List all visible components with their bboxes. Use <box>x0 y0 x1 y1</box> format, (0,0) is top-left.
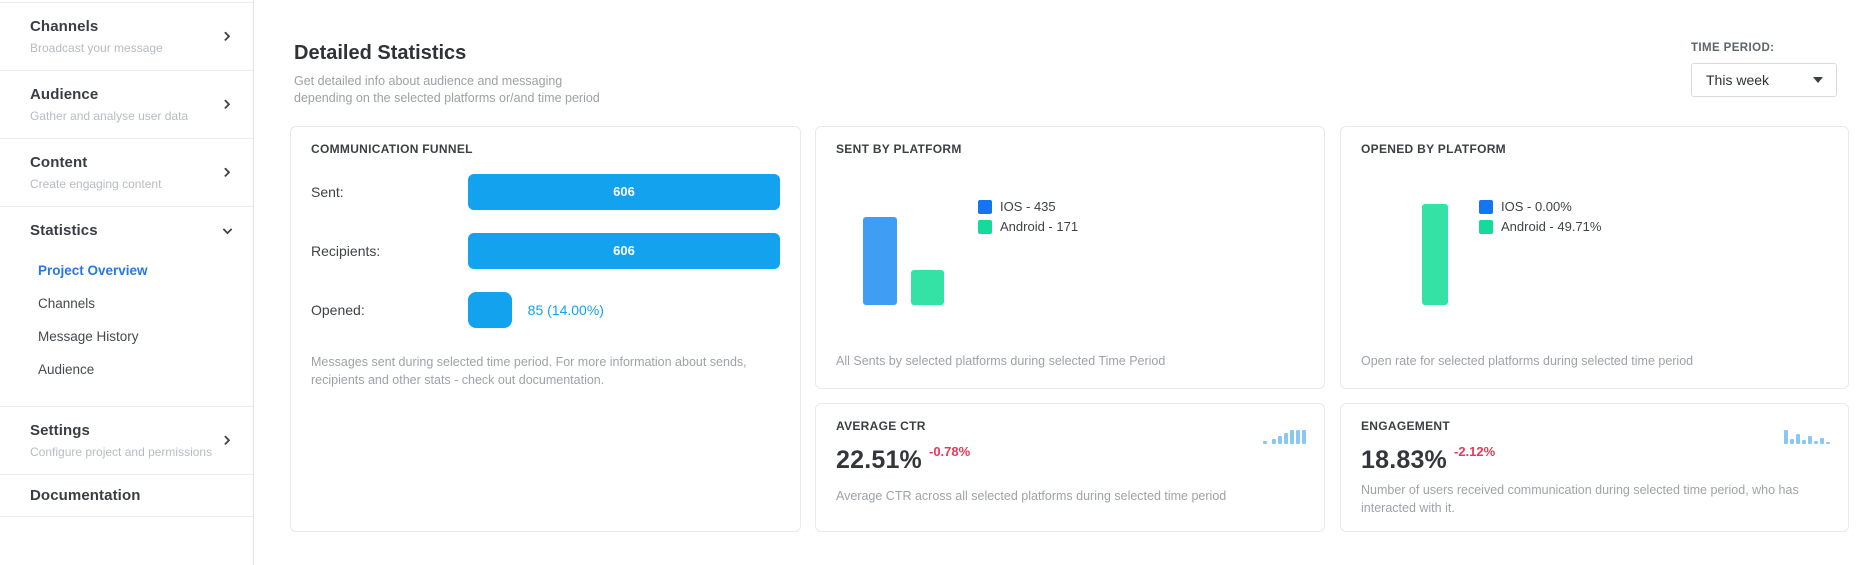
card-footer-text: Open rate for selected platforms during … <box>1361 354 1694 368</box>
sidebar-item-audience[interactable]: Audience Gather and analyse user data <box>0 71 253 139</box>
communication-funnel-card: COMMUNICATION FUNNEL Sent: 606 Recipient… <box>290 126 801 532</box>
time-period-select[interactable]: This week <box>1691 63 1837 97</box>
card-title: OPENED BY PLATFORM <box>1361 142 1506 156</box>
funnel-bar-track: 85 (14.00%) <box>467 292 780 328</box>
sidebar-item-subtitle: Broadcast your message <box>30 41 163 55</box>
kpi-delta: -2.12% <box>1454 444 1496 459</box>
sidebar-item-statistics-audience[interactable]: Audience <box>38 362 95 377</box>
sidebar-item-title: Documentation <box>30 487 141 504</box>
sidebar-section-statistics[interactable]: Statistics Project Overview Channels Mes… <box>0 207 253 407</box>
bar-android <box>911 270 944 305</box>
card-footer-text: Messages sent during selected time perio… <box>311 353 780 389</box>
sent-by-platform-chart: IOS - 435 Android - 171 <box>836 167 1304 305</box>
legend-label: IOS - 435 <box>1000 199 1056 214</box>
legend-swatch-green-icon <box>978 219 992 234</box>
legend-label: IOS - 0.00% <box>1501 199 1572 214</box>
kpi-value: 22.51% <box>836 446 922 474</box>
funnel-row-recipients: Recipients: 606 <box>311 233 780 269</box>
average-ctr-card: AVERAGE CTR 22.51% -0.78% Average CTR ac… <box>815 403 1325 532</box>
funnel-bar-track: 606 <box>467 174 780 210</box>
time-period-value: This week <box>1706 72 1770 88</box>
funnel-row-label: Recipients: <box>311 243 381 259</box>
kpi-delta: -0.78% <box>929 444 971 459</box>
card-title: ENGAGEMENT <box>1361 419 1451 433</box>
sidebar: Channels Broadcast your message Audience… <box>0 0 254 565</box>
legend-swatch-blue-icon <box>978 199 992 214</box>
sidebar-item-message-history[interactable]: Message History <box>38 329 139 344</box>
mini-bar-chart-ascending-icon <box>1261 428 1306 444</box>
chart-legend: IOS - 435 Android - 171 <box>978 199 1078 239</box>
page-subtitle-line2: depending on the selected platforms or/a… <box>294 91 600 105</box>
card-footer-text: Average CTR across all selected platform… <box>836 489 1227 503</box>
footer-line2: recipients and other stats - check out d… <box>311 373 605 387</box>
sidebar-item-statistics-channels[interactable]: Channels <box>38 296 96 311</box>
page-title: Detailed Statistics <box>294 42 467 64</box>
sidebar-top-divider <box>0 0 253 3</box>
funnel-bar-recipients: 606 <box>467 233 780 269</box>
sidebar-item-title: Channels <box>30 18 99 35</box>
sidebar-item-subtitle: Configure project and permissions <box>30 445 213 459</box>
funnel-opened-value: 85 (14.00%) <box>527 302 604 318</box>
sidebar-item-subtitle: Gather and analyse user data <box>30 109 189 123</box>
page-subtitle-line1: Get detailed info about audience and mes… <box>294 74 563 88</box>
sidebar-item-settings[interactable]: Settings Configure project and permissio… <box>0 407 253 475</box>
sidebar-item-project-overview[interactable]: Project Overview <box>38 263 148 278</box>
card-title: SENT BY PLATFORM <box>836 142 962 156</box>
footer-line2: interacted with it. <box>1361 501 1455 515</box>
funnel-bar-track: 606 <box>467 233 780 269</box>
time-period-label: TIME PERIOD: <box>1691 42 1775 54</box>
card-title: COMMUNICATION FUNNEL <box>311 142 473 156</box>
opened-by-platform-card: OPENED BY PLATFORM IOS - 0.00% Android -… <box>1340 126 1849 389</box>
statistics-submenu: Project Overview Channels Message Histor… <box>30 254 235 386</box>
opened-by-platform-chart: IOS - 0.00% Android - 49.71% <box>1361 167 1828 305</box>
card-footer-text: All Sents by selected platforms during s… <box>836 354 1166 368</box>
bar-ios <box>863 217 897 305</box>
funnel-bar-sent: 606 <box>467 174 780 210</box>
chart-legend: IOS - 0.00% Android - 49.71% <box>1479 199 1601 239</box>
caret-down-icon <box>1813 77 1823 83</box>
kpi-value-row: 18.83% -2.12% <box>1361 444 1828 475</box>
engagement-card: ENGAGEMENT 18.83% -2.12% Number of users… <box>1340 403 1849 532</box>
sidebar-item-title: Audience <box>30 86 99 103</box>
card-footer-text: Number of users received communication d… <box>1361 481 1828 517</box>
sidebar-item-title: Settings <box>30 422 90 439</box>
legend-item-android[interactable]: Android - 49.71% <box>1479 219 1601 234</box>
kpi-value: 18.83% <box>1361 446 1447 474</box>
mini-bar-chart-descending-icon <box>1782 428 1830 444</box>
sidebar-item-subtitle: Create engaging content <box>30 177 162 191</box>
kpi-value-row: 22.51% -0.78% <box>836 444 1304 475</box>
funnel-row-opened: Opened: 85 (14.00%) <box>311 292 780 328</box>
legend-swatch-green-icon <box>1479 219 1493 234</box>
legend-label: Android - 171 <box>1000 219 1079 234</box>
sidebar-item-content[interactable]: Content Create engaging content <box>0 139 253 207</box>
funnel-row-label: Opened: <box>311 302 365 318</box>
page-subtitle: Get detailed info about audience and mes… <box>294 73 600 107</box>
page-header: Detailed Statistics Get detailed info ab… <box>294 42 600 107</box>
legend-item-ios[interactable]: IOS - 0.00% <box>1479 199 1601 214</box>
sidebar-item-channels[interactable]: Channels Broadcast your message <box>0 3 253 71</box>
funnel-bar-opened <box>467 292 512 328</box>
legend-item-ios[interactable]: IOS - 435 <box>978 199 1078 214</box>
funnel-row-sent: Sent: 606 <box>311 174 780 210</box>
time-period-control: TIME PERIOD: This week <box>1691 42 1837 97</box>
bar-android <box>1422 204 1448 305</box>
sidebar-item-title: Content <box>30 154 88 171</box>
funnel-row-label: Sent: <box>311 184 344 200</box>
sidebar-item-title: Statistics <box>30 222 98 239</box>
legend-item-android[interactable]: Android - 171 <box>978 219 1078 234</box>
legend-swatch-blue-icon <box>1479 199 1493 214</box>
footer-line1: Messages sent during selected time perio… <box>311 355 747 369</box>
legend-label: Android - 49.71% <box>1501 219 1602 234</box>
footer-line1: Number of users received communication d… <box>1361 483 1799 497</box>
card-title: AVERAGE CTR <box>836 419 926 433</box>
sent-by-platform-card: SENT BY PLATFORM IOS - 435 Android - 171… <box>815 126 1325 389</box>
sidebar-item-documentation[interactable]: Documentation <box>0 475 253 517</box>
